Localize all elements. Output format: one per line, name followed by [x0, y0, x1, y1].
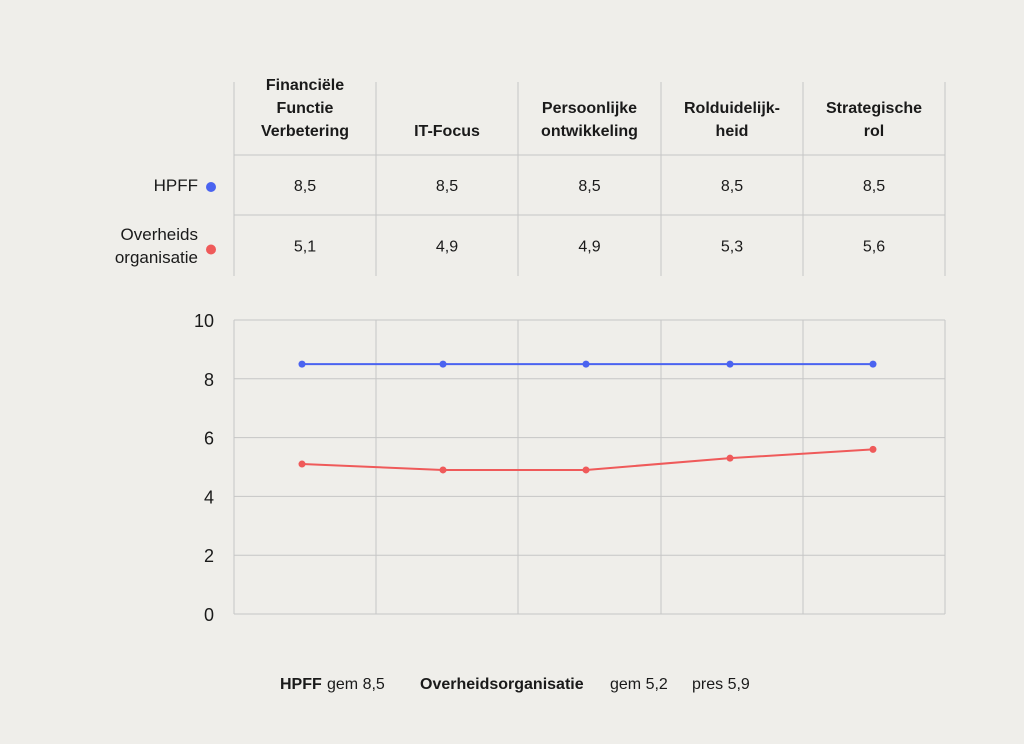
- series-legend-dot: [206, 244, 216, 255]
- table-value-cell: 8,5: [436, 178, 458, 195]
- table-value-cell: 8,5: [294, 178, 316, 195]
- series-data-point: [869, 445, 877, 453]
- footer-org-average: gem 5,2: [610, 676, 668, 693]
- series-data-point: [726, 454, 734, 462]
- series-data-point: [582, 466, 590, 474]
- y-tick-label: 6: [204, 429, 214, 449]
- table-value-cell: 4,9: [578, 239, 600, 256]
- series-data-point: [582, 360, 590, 368]
- table-value-cell: 5,3: [721, 239, 743, 256]
- table-value-cell: 5,1: [294, 239, 316, 256]
- footer-org-label: Overheidsorganisatie: [420, 676, 584, 693]
- table-header-label: Strategische rol: [826, 100, 922, 140]
- y-tick-label: 4: [204, 487, 214, 507]
- series-data-point: [298, 360, 306, 368]
- table-header-label: Rolduidelijk-heid: [684, 100, 780, 140]
- y-tick-label: 8: [204, 370, 214, 390]
- series-legend-dot: [206, 182, 216, 192]
- footer-hpff-average: gem 8,5: [327, 676, 385, 693]
- table-header-label: IT-Focus: [414, 123, 480, 140]
- table-header-label: Persoonlijke ontwikkeling: [541, 100, 638, 140]
- footer-hpff-label: HPFF: [280, 676, 322, 693]
- table-value-cell: 8,5: [578, 178, 600, 195]
- series-data-point: [298, 460, 306, 468]
- table-value-cell: 5,6: [863, 239, 885, 256]
- table-value-cell: 8,5: [863, 178, 885, 195]
- series-data-point: [439, 360, 447, 368]
- series-row-label: HPFF: [154, 176, 198, 195]
- y-tick-label: 2: [204, 546, 214, 566]
- series-data-point: [869, 360, 877, 368]
- y-tick-label: 10: [194, 311, 214, 331]
- footer-org-pres: pres 5,9: [692, 676, 750, 693]
- series-data-point: [439, 466, 447, 474]
- y-tick-label: 0: [204, 605, 214, 625]
- series-data-point: [726, 360, 734, 368]
- table-value-cell: 4,9: [436, 239, 458, 256]
- series-row-label: Overheids organisatie: [115, 225, 198, 267]
- table-value-cell: 8,5: [721, 178, 743, 195]
- table-header-label: Financiële Functie Verbetering: [261, 77, 349, 140]
